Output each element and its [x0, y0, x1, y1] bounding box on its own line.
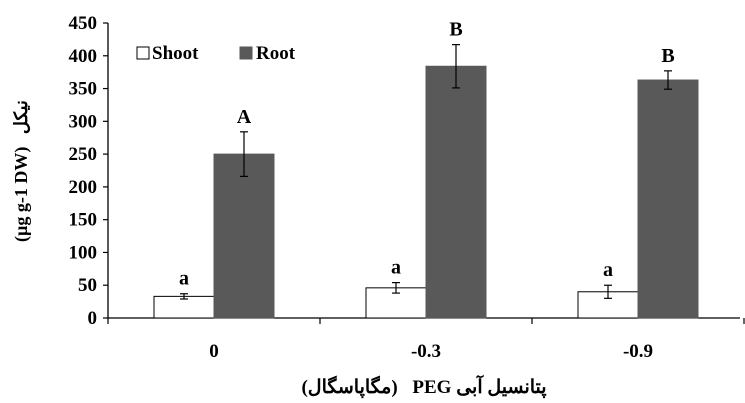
y-tick-label: 50 — [78, 275, 97, 296]
y-tick-label: 0 — [88, 308, 98, 329]
significance-label-shoot: a — [603, 259, 613, 281]
legend-label-root: Root — [256, 43, 296, 64]
y-tick-label: 150 — [69, 210, 98, 231]
x-axis-label-fa-2: (مگاپاسگال) — [301, 375, 397, 398]
y-axis-label-unit: (µg g-1 DW) — [11, 147, 32, 242]
significance-label-root: B — [661, 45, 674, 67]
y-axis-ticks: 0 50 100 150 200 250 300 350 400 450 — [69, 13, 108, 329]
significance-label-shoot: a — [391, 257, 401, 279]
significance-label-root: B — [449, 19, 462, 41]
x-tick-label: -0.9 — [623, 341, 653, 362]
bars-group: a Aa Ba B — [153, 19, 699, 319]
legend-swatch-root — [239, 46, 253, 60]
y-tick-label: 250 — [69, 144, 98, 165]
y-tick-label: 350 — [69, 79, 98, 100]
bar-root — [425, 65, 487, 319]
y-tick-label: 400 — [69, 46, 98, 67]
y-tick-label: 300 — [69, 111, 98, 132]
x-tick-label: -0.3 — [411, 341, 441, 362]
y-axis-label: (µg g-1 DW) نیکل — [11, 100, 32, 242]
x-axis-label: (مگاپاسگال) PEG پتانسیل آبی — [301, 374, 546, 398]
y-tick-label: 450 — [69, 13, 98, 34]
significance-label-shoot: a — [179, 268, 189, 290]
bar-root — [637, 79, 699, 319]
legend-label-shoot: Shoot — [152, 43, 199, 64]
legend: Shoot Root — [136, 43, 296, 64]
x-axis-label-peg: PEG — [412, 377, 451, 398]
y-tick-label: 200 — [69, 177, 98, 198]
x-tick-label: 0 — [209, 341, 219, 362]
bar-shoot — [153, 295, 215, 319]
legend-swatch-shoot — [136, 46, 150, 60]
bar-root — [213, 153, 275, 319]
x-axis-ticks: 0 -0.3 -0.9 — [107, 318, 745, 362]
y-tick-label: 100 — [69, 242, 98, 263]
significance-label-root: A — [237, 106, 252, 128]
x-axis-label-fa-1: پتانسیل آبی — [456, 374, 546, 398]
y-axis-label-fa: نیکل — [11, 100, 31, 134]
